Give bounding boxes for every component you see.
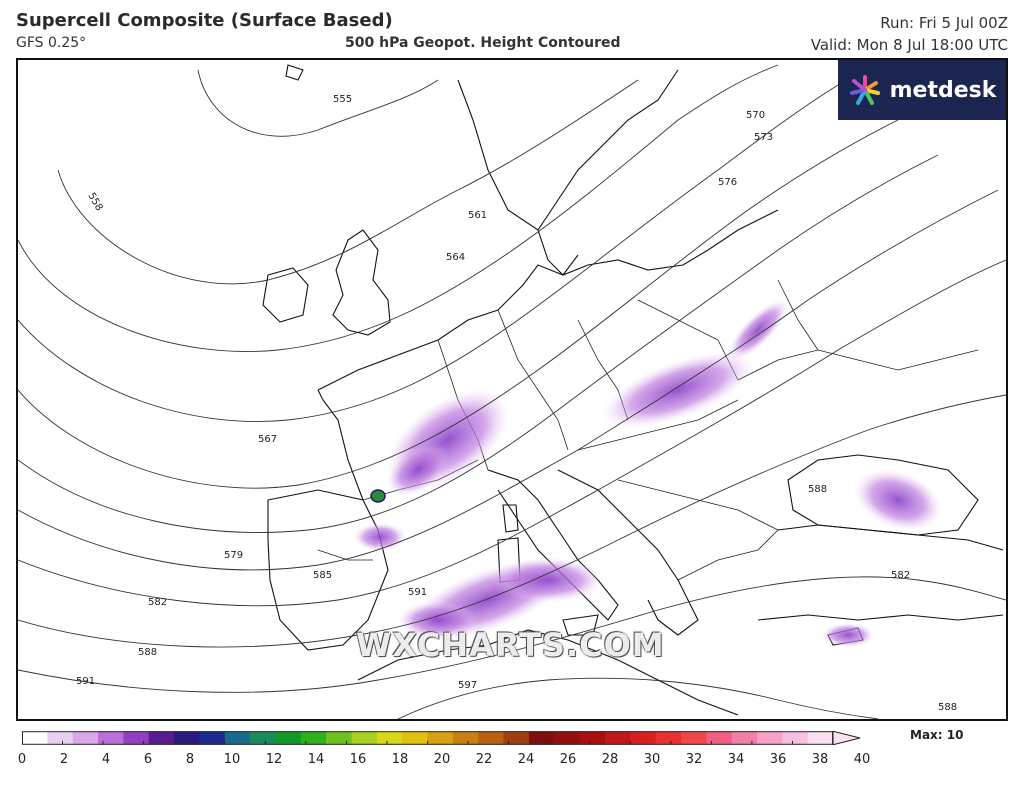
supercell-areas — [354, 300, 942, 647]
contour-label: 582 — [148, 597, 167, 608]
colorbar-tick-label: 8 — [185, 752, 195, 767]
colorbar-segment — [47, 731, 74, 745]
contour-label: 579 — [224, 550, 243, 561]
colorbar-tick-label: 10 — [223, 752, 241, 767]
watermark: WXCHARTS.COM — [356, 626, 665, 664]
colorbar-tick-label: 16 — [349, 752, 367, 767]
colorbar-segment — [326, 731, 352, 745]
colorbar-segment — [478, 731, 505, 745]
colorbar-segment — [376, 731, 403, 745]
colorbar-segment — [782, 731, 809, 745]
colorbar-segment — [655, 731, 682, 745]
colorbar-tick-label: 6 — [143, 752, 153, 767]
colorbar-tick-label: 12 — [265, 752, 283, 767]
colorbar-segment — [554, 731, 581, 745]
metdesk-logo-icon — [848, 73, 882, 107]
colorbar-segment — [680, 731, 707, 745]
colorbar-segment — [731, 731, 758, 745]
colorbar-tick-label: 20 — [433, 752, 451, 767]
contour-label: 588 — [138, 647, 157, 658]
colorbar-tick-label: 32 — [685, 752, 703, 767]
contour-label: 591 — [408, 587, 427, 598]
model-label: GFS 0.25° — [16, 35, 87, 51]
colorbar-tick-label: 24 — [517, 752, 535, 767]
colorbar — [22, 731, 861, 745]
colorbar-tick-label: 36 — [769, 752, 787, 767]
colorbar-segment — [199, 731, 226, 745]
weather-map: 555 558 561 564 567 570 573 576 579 582 … — [16, 58, 1008, 721]
colorbar-segment — [250, 731, 276, 745]
metdesk-logo: metdesk — [838, 60, 1006, 120]
contour-label: 567 — [258, 434, 277, 445]
colorbar-ticks: 0 2 4 6 8 10 12 14 16 18 20 22 24 26 28 30 32 34 36 38 40 — [18, 752, 870, 770]
contour-label: 582 — [891, 570, 910, 581]
max-label: Max: 10 — [910, 728, 964, 742]
colorbar-extend-arrow — [832, 731, 861, 745]
metdesk-logo-text: metdesk — [889, 77, 997, 103]
height-contours — [18, 64, 1006, 719]
contour-label: 591 — [76, 676, 95, 687]
colorbar-tick-label: 38 — [811, 752, 829, 767]
contour-label: 588 — [808, 484, 827, 495]
contour-label: 597 — [458, 680, 477, 691]
contour-label: 585 — [313, 570, 332, 581]
colorbar-tick-label: 26 — [559, 752, 577, 767]
colorbar-segment — [452, 731, 479, 745]
colorbar-tick-label: 4 — [101, 752, 111, 767]
colorbar-segment — [123, 731, 150, 745]
colorbar-segment — [579, 731, 606, 745]
colorbar-segment — [300, 731, 327, 745]
colorbar-segment — [706, 731, 733, 745]
colorbar-segment — [72, 731, 99, 745]
contour-label: 588 — [938, 702, 957, 713]
chart-title: Supercell Composite (Surface Based) — [16, 10, 393, 31]
colorbar-segment — [503, 731, 530, 745]
colorbar-segment — [757, 731, 783, 745]
colorbar-segment — [148, 731, 175, 745]
colorbar-segment — [174, 731, 200, 745]
chart-subtitle: 500 hPa Geopot. Height Contoured — [345, 35, 621, 51]
contour-label: 564 — [446, 252, 465, 263]
colorbar-segment — [22, 731, 48, 745]
contour-label: 570 — [746, 110, 765, 121]
colorbar-segment — [604, 731, 631, 745]
colorbar-tick-label: 14 — [307, 752, 325, 767]
colorbar-segment — [807, 731, 834, 745]
colorbar-tick-label: 0 — [17, 752, 27, 767]
valid-label: Valid: Mon 8 Jul 18:00 UTC — [810, 36, 1008, 54]
colorbar-segment — [630, 731, 657, 745]
contour-label: 576 — [718, 177, 737, 188]
colorbar-segment — [402, 731, 428, 745]
colorbar-tick-label: 40 — [853, 752, 871, 767]
run-label: Run: Fri 5 Jul 00Z — [880, 14, 1008, 32]
map-canvas: 555 558 561 564 567 570 573 576 579 582 … — [18, 64, 1006, 719]
colorbar-segment — [528, 731, 555, 745]
colorbar-tick-label: 22 — [475, 752, 493, 767]
colorbar-tick-label: 34 — [727, 752, 745, 767]
colorbar-segment — [98, 731, 124, 745]
colorbar-segment — [427, 731, 454, 745]
colorbar-tick-label: 2 — [59, 752, 69, 767]
contour-label: 555 — [333, 94, 352, 105]
contour-label: 558 — [85, 191, 104, 213]
colorbar-segment — [224, 731, 251, 745]
colorbar-tick-label: 18 — [391, 752, 409, 767]
colorbar-segment — [351, 731, 378, 745]
contour-label: 573 — [754, 132, 773, 143]
colorbar-tick-label: 28 — [601, 752, 619, 767]
colorbar-segment — [275, 731, 302, 745]
colorbar-tick-label: 30 — [643, 752, 661, 767]
contour-label: 561 — [468, 210, 487, 221]
